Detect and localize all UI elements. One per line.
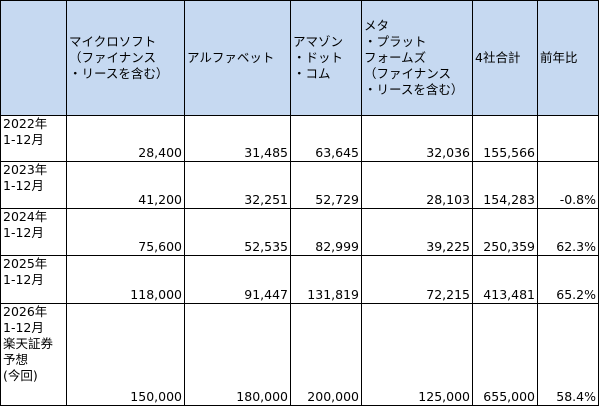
header-cell-total: 4社合計	[472, 0, 538, 116]
microsoft-value-cell: 150,000	[66, 303, 185, 406]
total-value-cell: 155,566	[472, 115, 538, 162]
header-cell-meta: メタ ・プラット フォームズ （ファイナンス ・リースを含む）	[361, 0, 473, 116]
period-cell: 2026年 1-12月 楽天証券 予想 (今回)	[0, 303, 67, 406]
total-value-cell: 655,000	[472, 303, 538, 406]
period-cell: 2025年 1-12月	[0, 255, 67, 304]
amazon-value-cell: 200,000	[290, 303, 362, 406]
table-row: 2024年 1-12月 75,600 52,535 82,999 39,225 …	[0, 208, 599, 256]
microsoft-value-cell: 41,200	[66, 161, 185, 209]
header-cell-yoy: 前年比	[537, 0, 599, 116]
period-cell: 2024年 1-12月	[0, 208, 67, 256]
meta-value-cell: 125,000	[361, 303, 473, 406]
yoy-value-cell	[537, 115, 599, 162]
yoy-value-cell: -0.8%	[537, 161, 599, 209]
microsoft-value-cell: 75,600	[66, 208, 185, 256]
table-row: 2023年 1-12月 41,200 32,251 52,729 28,103 …	[0, 161, 599, 209]
header-row: マイクロソフト （ファイナンス ・リースを含む） アルファベット アマゾン ・ド…	[0, 0, 599, 116]
table-row: 2025年 1-12月 118,000 91,447 131,819 72,21…	[0, 255, 599, 304]
period-cell: 2022年 1-12月	[0, 115, 67, 162]
table-row: 2026年 1-12月 楽天証券 予想 (今回) 150,000 180,000…	[0, 303, 599, 406]
total-value-cell: 413,481	[472, 255, 538, 304]
header-cell-period	[0, 0, 67, 116]
total-value-cell: 250,359	[472, 208, 538, 256]
alphabet-value-cell: 180,000	[184, 303, 291, 406]
header-cell-alphabet: アルファベット	[184, 0, 291, 116]
meta-value-cell: 72,215	[361, 255, 473, 304]
yoy-value-cell: 65.2%	[537, 255, 599, 304]
alphabet-value-cell: 52,535	[184, 208, 291, 256]
table-row: 2022年 1-12月 28,400 31,485 63,645 32,036 …	[0, 115, 599, 162]
alphabet-value-cell: 32,251	[184, 161, 291, 209]
amazon-value-cell: 82,999	[290, 208, 362, 256]
yoy-value-cell: 62.3%	[537, 208, 599, 256]
amazon-value-cell: 52,729	[290, 161, 362, 209]
meta-value-cell: 28,103	[361, 161, 473, 209]
amazon-value-cell: 63,645	[290, 115, 362, 162]
amazon-value-cell: 131,819	[290, 255, 362, 304]
microsoft-value-cell: 118,000	[66, 255, 185, 304]
meta-value-cell: 39,225	[361, 208, 473, 256]
meta-value-cell: 32,036	[361, 115, 473, 162]
header-cell-amazon: アマゾン ・ドット ・コム	[290, 0, 362, 116]
header-cell-microsoft: マイクロソフト （ファイナンス ・リースを含む）	[66, 0, 185, 116]
total-value-cell: 154,283	[472, 161, 538, 209]
alphabet-value-cell: 91,447	[184, 255, 291, 304]
period-cell: 2023年 1-12月	[0, 161, 67, 209]
alphabet-value-cell: 31,485	[184, 115, 291, 162]
microsoft-value-cell: 28,400	[66, 115, 185, 162]
yoy-value-cell: 58.4%	[537, 303, 599, 406]
